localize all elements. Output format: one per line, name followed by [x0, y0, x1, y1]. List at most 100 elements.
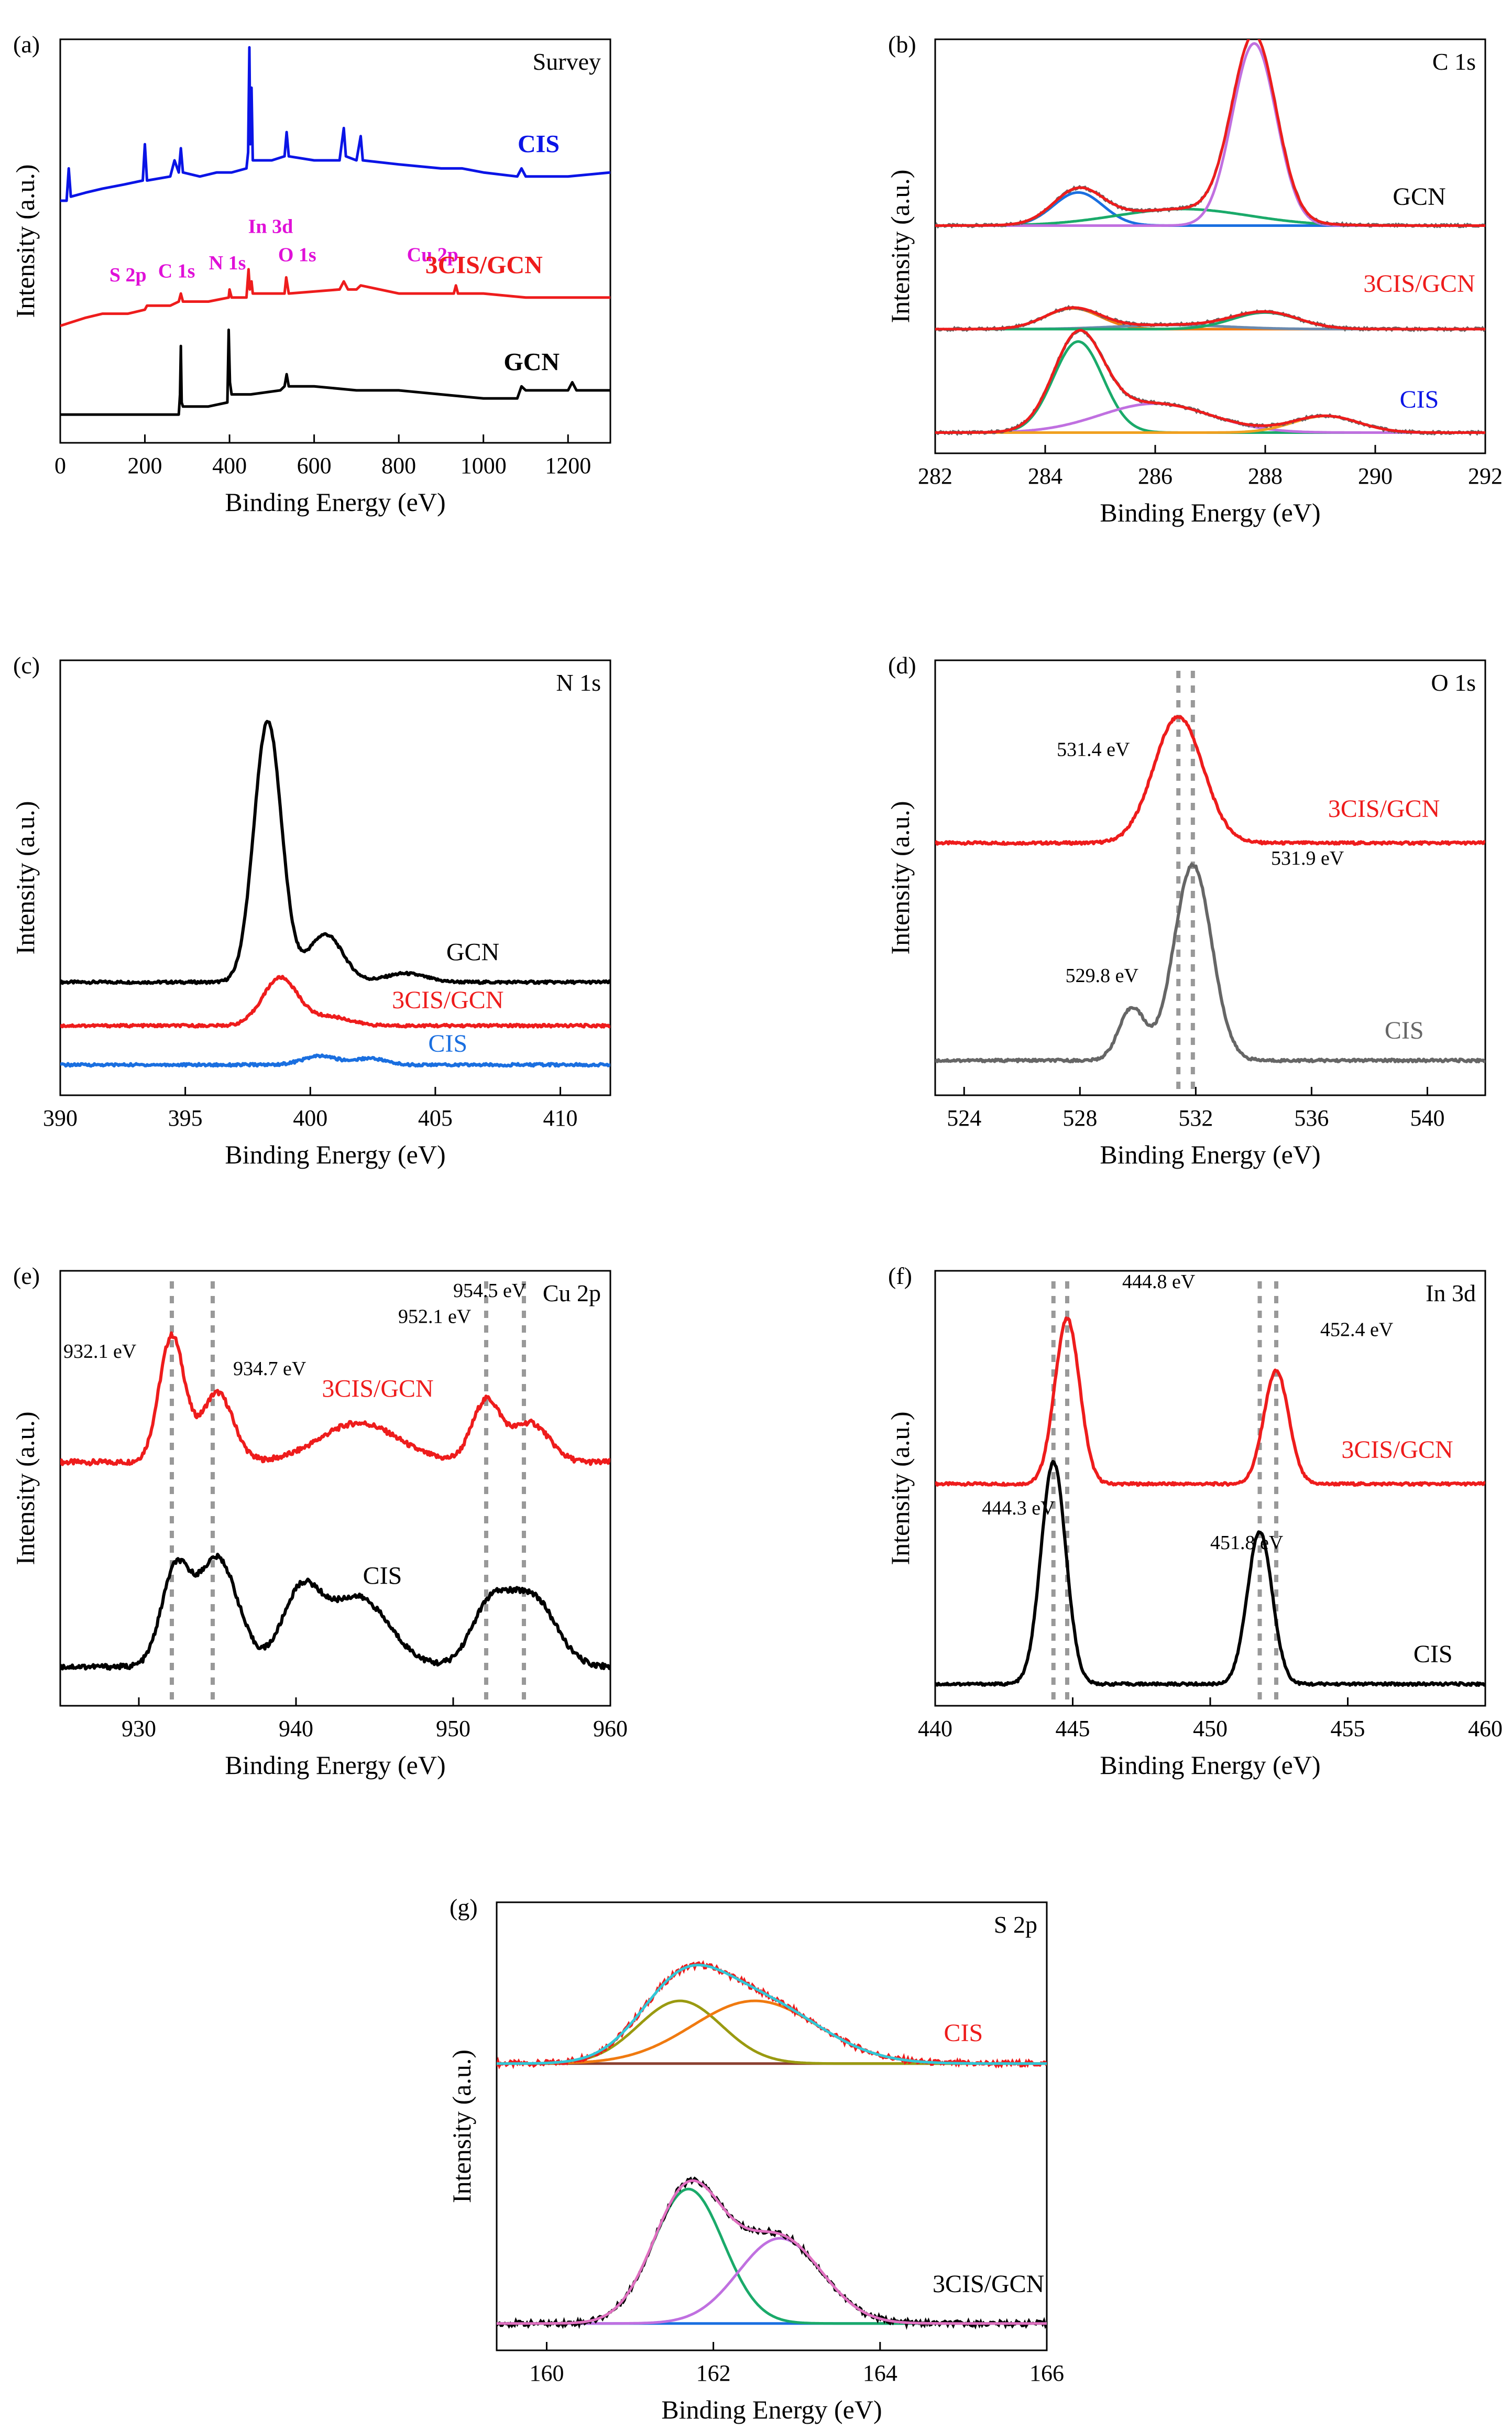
fit-envelope-line — [935, 329, 1485, 434]
chart-panel-d: 524 528 532 536 540 Binding Energy (eV) Intens… — [885, 652, 1486, 1169]
x-axis-label: Binding Energy (eV) — [225, 1140, 445, 1169]
x-tick-label: 284 — [1028, 463, 1062, 489]
series-label: CIS — [363, 1562, 402, 1590]
x-tick-label: 455 — [1331, 1716, 1365, 1741]
fit-envelope-line — [935, 39, 1485, 227]
series-line-gcn — [60, 720, 610, 985]
x-tick-label: 290 — [1358, 463, 1393, 489]
fit-group-cis — [935, 328, 1485, 437]
x-axis-label: Binding Energy (eV) — [225, 487, 445, 517]
y-axis-label: Intensity (a.u.) — [10, 1412, 40, 1565]
plot-area — [60, 720, 610, 1068]
fit-envelope-line — [497, 2179, 1047, 2325]
peak-annotation: 952.1 eV — [398, 1306, 472, 1328]
chart-panel-b: 282 284 286 288 290 292 Binding Energy (eV) Int… — [885, 31, 1503, 527]
raw-data-line — [935, 328, 1485, 437]
series-label: CIS — [1414, 1640, 1453, 1668]
plot-frame — [934, 38, 1486, 454]
x-tick-label: 400 — [212, 453, 247, 478]
series-label: CIS — [428, 1030, 467, 1058]
element-label: N 1s — [209, 252, 246, 274]
x-tick-label: 390 — [43, 1105, 78, 1131]
fit-group-gcn — [935, 39, 1485, 229]
x-axis-label: Binding Energy (eV) — [1100, 1750, 1320, 1780]
panel-title: In 3d — [1426, 1280, 1476, 1306]
x-tick-label: 524 — [947, 1105, 981, 1131]
plot-area — [935, 39, 1485, 437]
series-label: CIS — [944, 2019, 983, 2047]
y-axis-label: Intensity (a.u.) — [885, 801, 915, 955]
chart-panel-f: 440 445 450 455 460 Binding Energy (eV) Intens… — [885, 1262, 1503, 1780]
x-tick-label: 288 — [1248, 463, 1283, 489]
x-tick-label: 395 — [168, 1105, 203, 1131]
series-label: CIS — [1400, 386, 1439, 413]
fit-group-3cis-gcn — [935, 304, 1485, 333]
series-label: GCN — [446, 939, 499, 966]
panel-label: (e) — [13, 1262, 40, 1289]
peak-annotation: 444.8 eV — [1122, 1271, 1196, 1293]
series-label: 3CIS/GCN — [1363, 270, 1475, 298]
chart-panel-a: 0 200 400 600 800 1000 1200 Binding Energy (eV)… — [10, 31, 611, 517]
y-axis-label: Intensity (a.u.) — [10, 165, 40, 318]
raw-data-line — [497, 2176, 1047, 2330]
peak-annotation: 444.3 eV — [982, 1497, 1055, 1519]
x-tick-label: 282 — [918, 463, 952, 489]
x-tick-label: 410 — [543, 1105, 578, 1131]
series-label: GCN — [1393, 183, 1445, 211]
element-label: In 3d — [248, 216, 293, 238]
plot-frame — [59, 38, 611, 444]
panel-label: (c) — [13, 652, 40, 679]
plot-area — [497, 1960, 1047, 2330]
series-line-cis — [60, 1553, 610, 1671]
series-line-3cis-gcn — [935, 1316, 1485, 1487]
x-tick-label: 292 — [1468, 463, 1503, 489]
peak-annotation: 531.4 eV — [1057, 739, 1130, 761]
x-tick-label: 800 — [381, 453, 416, 478]
x-tick-label: 600 — [297, 453, 332, 478]
x-tick-label: 166 — [1029, 2360, 1064, 2386]
x-tick-label: 445 — [1056, 1716, 1090, 1741]
series-label: 3CIS/GCN — [322, 1375, 433, 1403]
series-label: GCN — [503, 348, 560, 376]
series-line-3cis-gcn — [935, 715, 1485, 846]
panel-title: N 1s — [556, 669, 601, 696]
x-tick-label: 450 — [1193, 1716, 1228, 1741]
component-peak — [497, 2187, 1047, 2325]
x-tick-label: 440 — [918, 1716, 952, 1741]
plot-area — [60, 1331, 610, 1671]
x-tick-label: 940 — [279, 1716, 313, 1741]
panel-label: (a) — [13, 31, 40, 58]
series-line-cis — [935, 1459, 1485, 1687]
series-line-cis — [60, 46, 610, 202]
series-label: 3CIS/GCN — [933, 2270, 1044, 2298]
plot-frame — [59, 659, 611, 1096]
y-axis-label: Intensity (a.u.) — [447, 2050, 476, 2203]
x-tick-label: 460 — [1468, 1716, 1503, 1741]
plot-frame — [934, 659, 1486, 1096]
fit-envelope-line — [497, 1964, 1047, 2065]
x-tick-label: 0 — [54, 453, 66, 478]
x-tick-label: 930 — [122, 1716, 156, 1741]
series-line-cis — [935, 863, 1485, 1064]
series-line-3cis-gcn — [60, 268, 610, 328]
peak-annotation: 934.7 eV — [233, 1358, 306, 1380]
series-line-cis — [60, 1053, 610, 1068]
x-tick-label: 536 — [1294, 1105, 1329, 1131]
series-label: 3CIS/GCN — [1328, 795, 1440, 823]
series-line-3cis-gcn — [60, 975, 610, 1029]
fit-envelope-line — [935, 306, 1485, 331]
x-tick-label: 528 — [1062, 1105, 1097, 1131]
x-tick-label: 160 — [529, 2360, 564, 2386]
x-axis-label: Binding Energy (eV) — [661, 2395, 882, 2424]
peak-annotation: 451.8 eV — [1210, 1532, 1284, 1554]
y-axis-label: Intensity (a.u.) — [885, 1412, 915, 1565]
chart-panel-g: 160 162 164 166 Binding Energy (eV) Intensity… — [447, 1894, 1064, 2424]
x-tick-label: 200 — [128, 453, 162, 478]
plot-area — [935, 1316, 1485, 1687]
x-tick-label: 286 — [1138, 463, 1173, 489]
raw-data-line — [497, 1960, 1047, 2069]
x-tick-label: 1000 — [461, 453, 507, 478]
peak-annotation: 529.8 eV — [1066, 965, 1139, 987]
panel-title: C 1s — [1432, 48, 1476, 75]
